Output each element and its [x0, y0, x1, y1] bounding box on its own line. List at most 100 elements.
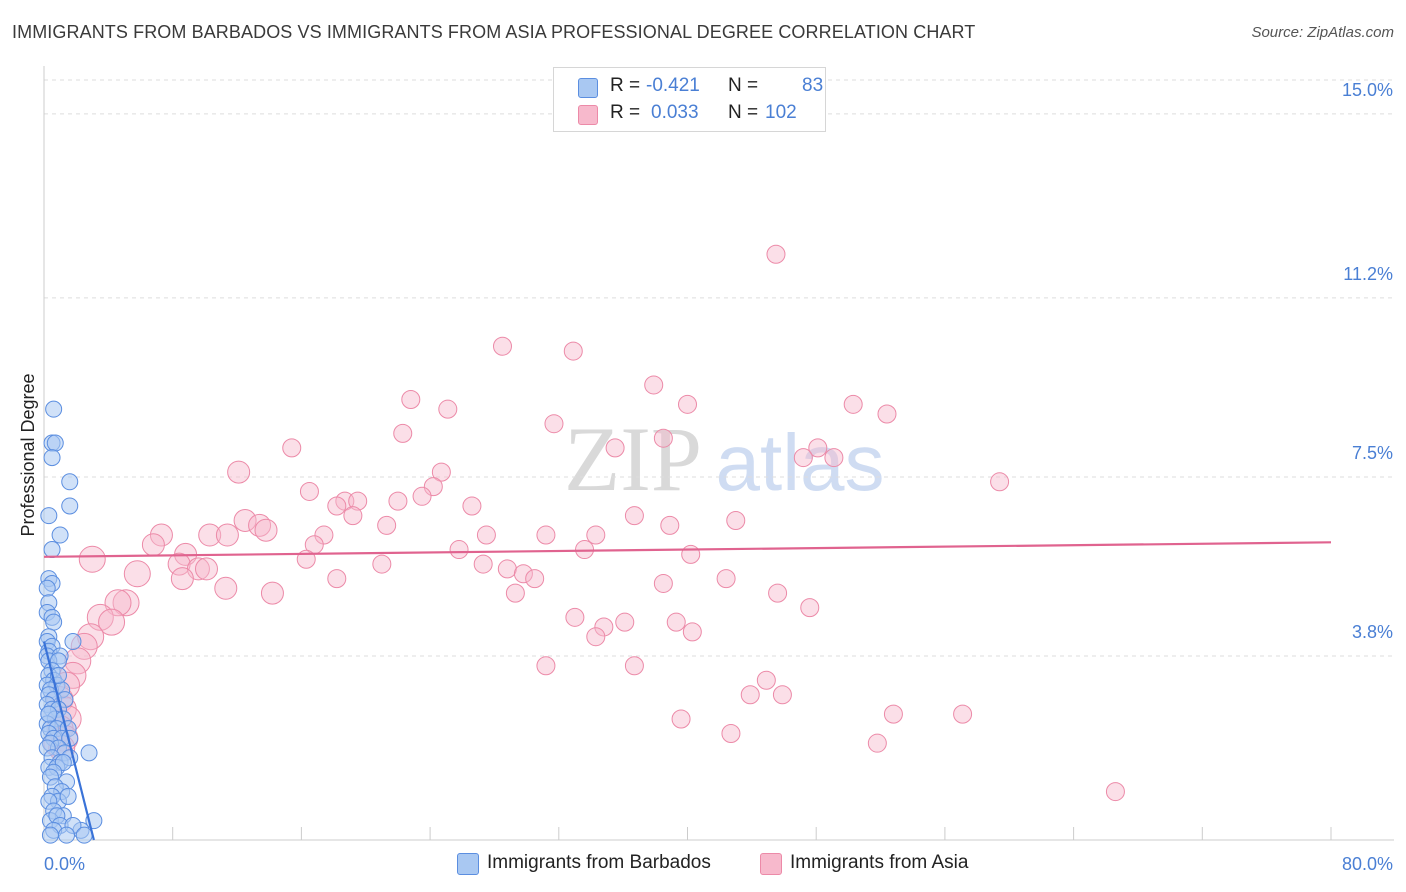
asia-point: [877, 404, 897, 424]
asia-point: [431, 462, 451, 482]
source-label: Source: ZipAtlas.com: [1251, 24, 1394, 41]
bottom-asia-label: Immigrants from Asia: [790, 852, 969, 873]
barbados-point: [45, 400, 63, 418]
asia-point: [141, 533, 165, 557]
asia-point: [282, 438, 302, 458]
asia-point: [476, 525, 496, 545]
asia-point: [513, 564, 533, 584]
asia-point: [563, 341, 583, 361]
bottom-asia-swatch: [760, 853, 782, 875]
asia-point: [624, 656, 644, 676]
asia-point: [615, 612, 635, 632]
asia-point: [716, 569, 736, 589]
asia-point: [1105, 782, 1125, 802]
asia-point: [254, 518, 278, 542]
asia-point: [586, 627, 606, 647]
asia-point: [473, 554, 493, 574]
chart-title: IMMIGRANTS FROM BARBADOS VS IMMIGRANTS F…: [12, 22, 976, 42]
watermark-zip: ZIP: [564, 408, 702, 510]
barbados-points: [38, 400, 103, 844]
barbados-point: [41, 826, 59, 844]
legend-barbados-n-label: N =: [728, 75, 759, 96]
asia-point: [233, 509, 257, 533]
asia-point: [401, 389, 421, 409]
barbados-trend-line: [42, 641, 95, 841]
asia-point: [214, 576, 238, 600]
barbados-point: [75, 826, 93, 844]
asia-point: [772, 685, 792, 705]
barbados-point: [61, 473, 79, 491]
asia-point: [377, 515, 397, 535]
asia-point: [644, 375, 664, 395]
asia-point: [544, 414, 564, 434]
y-axis-label: Professional Degree: [18, 373, 38, 536]
asia-point: [393, 423, 413, 443]
tick-labels: 3.8% 7.5% 11.2% 15.0% 0.0% 80.0%: [44, 80, 1393, 874]
asia-point: [227, 460, 251, 484]
asia-point: [215, 523, 239, 547]
asia-point: [348, 491, 368, 511]
asia-point: [314, 525, 334, 545]
correlation-legend: R = -0.421 N = 83 R = 0.033 N = 102: [553, 67, 826, 132]
asia-point: [653, 573, 673, 593]
barbados-swatch: [578, 78, 598, 98]
asia-point: [653, 428, 673, 448]
asia-point: [883, 704, 903, 724]
asia-point: [666, 612, 686, 632]
asia-point: [149, 523, 173, 547]
asia-point: [449, 540, 469, 560]
asia-point: [112, 589, 140, 617]
watermark-atlas: atlas: [716, 418, 885, 507]
asia-point: [793, 448, 813, 468]
barbados-point: [61, 497, 79, 515]
asia-point: [766, 244, 786, 264]
asia-point: [260, 581, 284, 605]
asia-point: [726, 511, 746, 531]
asia-point: [505, 583, 525, 603]
barbados-point: [43, 541, 61, 559]
barbados-point: [40, 507, 58, 525]
x-tick-label-min: 0.0%: [44, 854, 85, 874]
asia-point: [299, 481, 319, 501]
asia-point: [624, 506, 644, 526]
legend-asia-n-value: 102: [765, 102, 797, 123]
asia-point: [194, 557, 218, 581]
asia-point: [756, 670, 776, 690]
asia-point: [990, 472, 1010, 492]
asia-trend-line: [43, 541, 1332, 558]
asia-point: [327, 496, 347, 516]
y-tick-label-0: 3.8%: [1352, 622, 1393, 642]
asia-point: [123, 560, 151, 588]
legend-asia-r-value: 0.033: [651, 102, 699, 123]
asia-point: [867, 733, 887, 753]
watermark: ZIP atlas: [564, 408, 884, 510]
asia-point: [462, 496, 482, 516]
barbados-point: [59, 787, 77, 805]
asia-point: [438, 399, 458, 419]
asia-point: [721, 724, 741, 744]
asia-point: [536, 656, 556, 676]
asia-point: [492, 336, 512, 356]
asia-point: [681, 544, 701, 564]
asia-point: [167, 552, 191, 576]
asia-point: [594, 617, 614, 637]
asia-swatch: [578, 105, 598, 125]
asia-points: [43, 244, 1125, 802]
asia-point: [808, 438, 828, 458]
asia-point: [78, 545, 106, 573]
y-tick-label-3: 15.0%: [1342, 80, 1393, 100]
asia-point: [953, 704, 973, 724]
x-tick-label-max: 80.0%: [1342, 854, 1393, 874]
barbados-point: [58, 826, 76, 844]
asia-point: [388, 491, 408, 511]
trend-lines: [42, 541, 1332, 841]
bottom-barbados-label: Immigrants from Barbados: [487, 852, 711, 873]
asia-point: [800, 598, 820, 618]
asia-point: [343, 506, 363, 526]
legend-asia-r-label: R =: [610, 102, 641, 123]
asia-point: [682, 622, 702, 642]
asia-point: [605, 438, 625, 458]
asia-point: [678, 394, 697, 414]
asia-point: [586, 525, 606, 545]
legend-barbados-r-label: R =: [610, 75, 641, 96]
